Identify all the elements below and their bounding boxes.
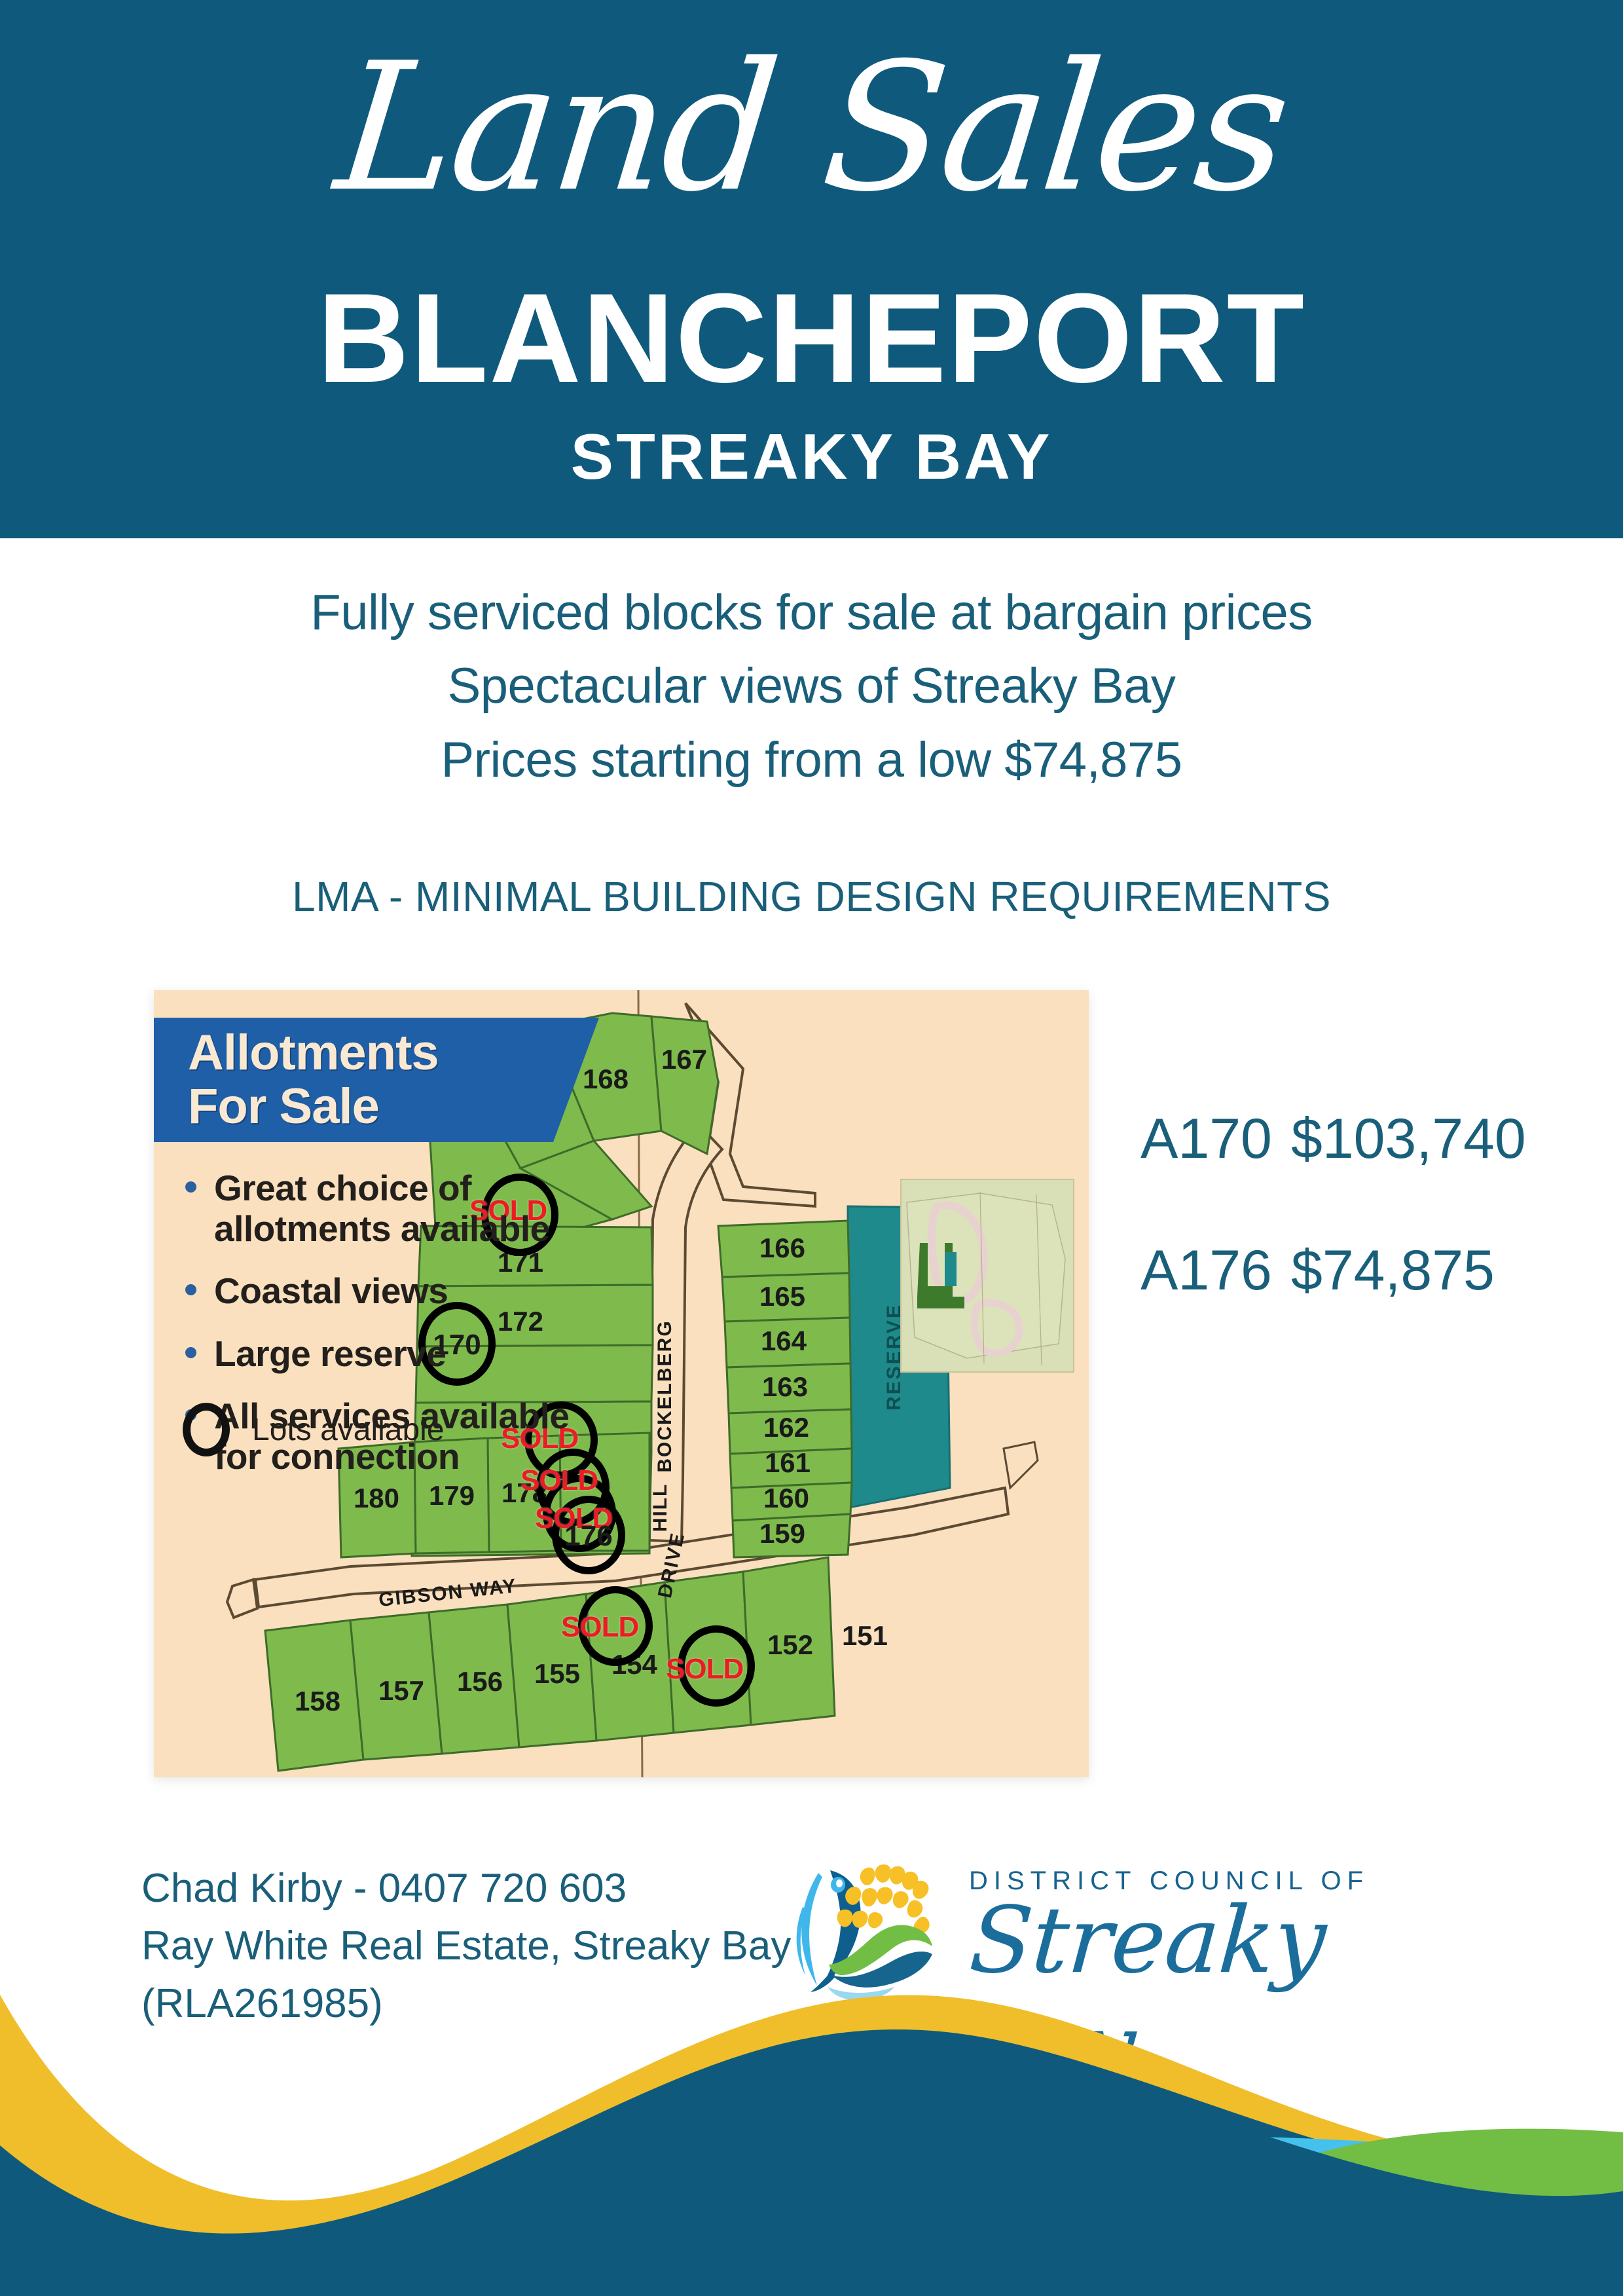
map-legend: Lots available bbox=[183, 1403, 445, 1456]
svg-text:166: 166 bbox=[759, 1232, 805, 1263]
svg-text:168: 168 bbox=[583, 1064, 629, 1094]
sign-bullet-list: Great choice of allotments available Coa… bbox=[179, 1168, 585, 1500]
sign-line-2: For Sale bbox=[188, 1079, 380, 1134]
poster-header-banner: Land Sales BLANCHEPORT STREAKY BAY bbox=[0, 0, 1623, 538]
page-subtitle: STREAKY BAY bbox=[570, 420, 1053, 492]
svg-text:180: 180 bbox=[354, 1483, 399, 1513]
wave-teal-front bbox=[0, 2043, 1623, 2296]
script-title: Land Sales bbox=[328, 24, 1295, 231]
allotments-for-sale-sign: Allotments For Sale bbox=[154, 1018, 599, 1142]
sold-label-177: SOLD bbox=[561, 1611, 639, 1643]
svg-text:156: 156 bbox=[457, 1666, 503, 1697]
price-lot-id: A176 bbox=[1140, 1239, 1272, 1302]
svg-text:152: 152 bbox=[767, 1629, 813, 1660]
list-item: Large reserve bbox=[179, 1333, 585, 1375]
circle-outline-icon bbox=[183, 1403, 230, 1456]
list-item: Coastal views bbox=[179, 1271, 585, 1312]
inset-location-map bbox=[900, 1179, 1074, 1373]
svg-text:161: 161 bbox=[765, 1447, 811, 1478]
svg-text:158: 158 bbox=[295, 1686, 340, 1716]
lma-requirements-line: LMA - MINIMAL BUILDING DESIGN REQUIREMEN… bbox=[292, 873, 1331, 920]
sold-label-169: SOLD bbox=[469, 1194, 547, 1227]
tagline-block: Fully serviced blocks for sale at bargai… bbox=[0, 576, 1623, 797]
fish-wheat-wave-logo-icon bbox=[791, 1847, 955, 2004]
tagline-3: Prices starting from a low $74,875 bbox=[441, 731, 1182, 788]
svg-text:179: 179 bbox=[429, 1480, 475, 1511]
available-lot-ring-170 bbox=[418, 1302, 496, 1386]
svg-text:172: 172 bbox=[498, 1306, 543, 1337]
sold-label-175: SOLD bbox=[535, 1502, 613, 1534]
legend-label: Lots available bbox=[252, 1412, 445, 1447]
svg-text:159: 159 bbox=[759, 1518, 805, 1549]
svg-text:165: 165 bbox=[759, 1281, 805, 1312]
sold-label-173: SOLD bbox=[501, 1422, 579, 1454]
sold-label-153: SOLD bbox=[666, 1653, 744, 1685]
svg-text:167: 167 bbox=[661, 1044, 707, 1075]
contact-agency-line: Ray White Real Estate, Streaky Bay bbox=[141, 1923, 792, 1969]
logo-district-line: DISTRICT COUNCIL OF bbox=[969, 1866, 1370, 1895]
svg-text:BOCKELBERG: BOCKELBERG bbox=[654, 1320, 676, 1472]
price-amount: $103,740 bbox=[1291, 1107, 1526, 1170]
price-list: A170 $103,740 A176 $74,875 bbox=[1140, 1107, 1573, 1370]
tagline-2: Spectacular views of Streaky Bay bbox=[447, 658, 1176, 714]
sold-label-174: SOLD bbox=[520, 1464, 598, 1496]
svg-text:151: 151 bbox=[842, 1620, 888, 1651]
contact-agent-line: Chad Kirby - 0407 720 603 bbox=[141, 1866, 627, 1911]
price-lot-id: A170 bbox=[1140, 1107, 1272, 1170]
page-title: BLANCHEPORT bbox=[317, 267, 1306, 409]
sold-lot-ring-153 bbox=[678, 1625, 755, 1707]
list-item: Great choice of allotments available bbox=[179, 1168, 585, 1249]
price-amount: $74,875 bbox=[1291, 1239, 1495, 1302]
svg-text:160: 160 bbox=[763, 1483, 809, 1513]
council-logo: DISTRICT COUNCIL OF Streaky Bay bbox=[791, 1847, 1498, 2101]
svg-text:163: 163 bbox=[762, 1371, 808, 1402]
price-row: A170 $103,740 bbox=[1140, 1107, 1573, 1172]
contact-block: Chad Kirby - 0407 720 603 Ray White Real… bbox=[141, 1860, 791, 2033]
svg-text:155: 155 bbox=[534, 1658, 580, 1689]
available-lot-numbers: 170 176 bbox=[433, 1329, 612, 1552]
council-logo-text: DISTRICT COUNCIL OF Streaky Bay bbox=[959, 1847, 1497, 2101]
sold-lot-ring-177 bbox=[578, 1586, 653, 1666]
sold-lot-ring-175 bbox=[543, 1475, 616, 1552]
svg-text:HILL: HILL bbox=[649, 1483, 671, 1532]
contact-licence-line: (RLA261985) bbox=[141, 1981, 383, 2027]
svg-text:176: 176 bbox=[564, 1520, 612, 1552]
allotment-map-photo: 168 167 171 172 180 179 178 166 165 164 … bbox=[154, 990, 1089, 1777]
decorative-wave-footer bbox=[0, 1995, 1623, 2296]
svg-text:157: 157 bbox=[378, 1675, 424, 1706]
svg-text:162: 162 bbox=[763, 1412, 809, 1443]
sold-lot-ring-169 bbox=[481, 1174, 558, 1256]
price-row: A176 $74,875 bbox=[1140, 1238, 1573, 1303]
svg-text:170: 170 bbox=[433, 1329, 481, 1361]
svg-text:164: 164 bbox=[761, 1325, 807, 1356]
tagline-1: Fully serviced blocks for sale at bargai… bbox=[310, 585, 1313, 640]
sign-line-1: Allotments bbox=[188, 1025, 439, 1081]
